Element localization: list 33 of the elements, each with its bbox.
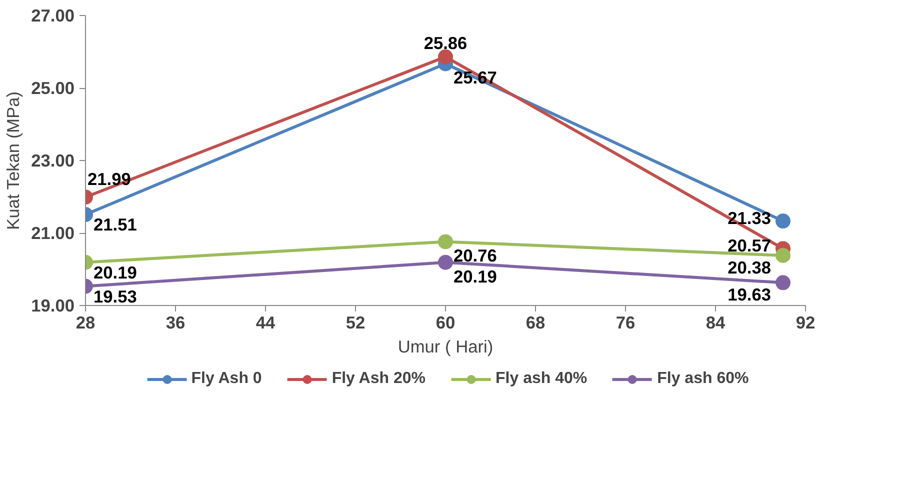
data-label: 20.19 xyxy=(94,262,137,282)
data-label: 25.86 xyxy=(424,32,468,53)
point xyxy=(776,214,790,229)
x-tick-label: 44 xyxy=(256,312,276,332)
legend-label: Fly ash 40% xyxy=(496,370,588,388)
data-label: 20.76 xyxy=(454,246,498,266)
y-tick-label: 27.00 xyxy=(31,6,75,26)
x-tick-label: 84 xyxy=(706,312,726,332)
y-tick-label: 19.00 xyxy=(31,296,75,316)
x-tick-label: 76 xyxy=(616,312,636,332)
x-tick-label: 68 xyxy=(526,312,546,332)
data-label: 20.19 xyxy=(454,266,497,286)
point xyxy=(776,275,790,290)
data-label: 19.63 xyxy=(728,284,772,305)
y-tick-label: 21.00 xyxy=(31,223,75,243)
x-tick-label: 52 xyxy=(346,312,366,332)
y-tick-label: 23.00 xyxy=(31,150,75,170)
legend-label: Fly Ash 20% xyxy=(332,370,426,388)
x-tick-label: 60 xyxy=(436,312,456,332)
data-label: 21.99 xyxy=(88,169,131,190)
data-label: 21.51 xyxy=(94,214,138,235)
y-tick-label: 25.00 xyxy=(31,78,75,98)
legend-label: Fly ash 60% xyxy=(657,370,749,388)
x-tick-label: 92 xyxy=(796,312,816,332)
data-label: 19.53 xyxy=(94,286,138,306)
legend-label: Fly Ash 0 xyxy=(191,370,262,388)
data-label: 20.38 xyxy=(728,257,772,278)
x-tick-label: 28 xyxy=(76,312,96,332)
data-label: 20.57 xyxy=(728,236,772,256)
y-axis-title: Kuat Tekan (MPa) xyxy=(3,91,24,230)
x-tick-label: 36 xyxy=(166,312,186,332)
point xyxy=(776,248,790,263)
x-axis-title: Umur ( Hari) xyxy=(398,336,494,356)
